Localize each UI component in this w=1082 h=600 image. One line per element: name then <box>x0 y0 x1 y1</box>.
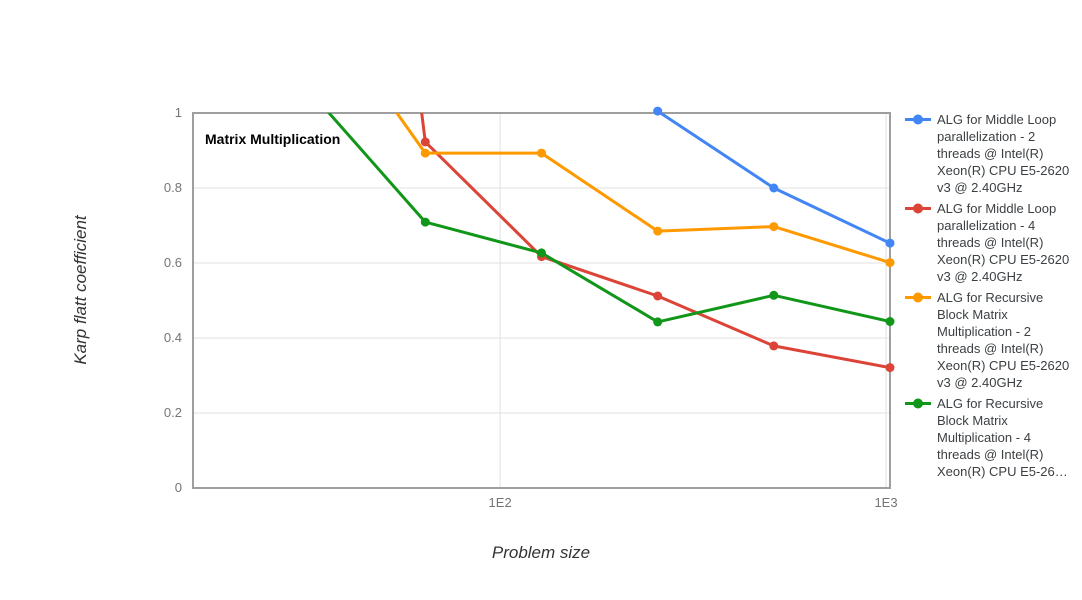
data-point[interactable] <box>653 226 663 236</box>
data-point[interactable] <box>885 238 895 248</box>
data-point[interactable] <box>420 217 430 227</box>
data-point[interactable] <box>653 291 663 301</box>
data-point[interactable] <box>769 222 779 232</box>
data-point[interactable] <box>885 363 895 373</box>
x-tick-label: 1E3 <box>874 495 898 510</box>
y-tick-label: 0.4 <box>163 330 182 345</box>
chart-title: Matrix Multiplication <box>205 131 341 147</box>
legend-label-line: Xeon(R) CPU E5-2620 <box>937 163 1070 178</box>
legend-label-line: ALG for Middle Loop <box>937 201 1057 216</box>
y-tick-label: 1 <box>174 105 182 120</box>
series-line-3[interactable] <box>309 91 890 324</box>
legend-label-line: v3 @ 2.40GHz <box>937 269 1023 284</box>
legend-label: ALG for Middle Loop parallelization - 2 th… <box>937 111 1069 196</box>
series-line-1[interactable] <box>309 0 890 370</box>
legend-label-line: Block Matrix <box>937 413 1008 428</box>
plot-frame <box>192 112 891 489</box>
legend-label-line: threads @ Intel(R) <box>937 447 1044 462</box>
legend-label-line: threads @ Intel(R) <box>937 235 1044 250</box>
legend-entry[interactable]: ALG for Recursive Block Matrix Multiplicat… <box>904 395 1080 480</box>
data-point[interactable] <box>769 183 779 193</box>
legend-label-line: v3 @ 2.40GHz <box>937 375 1023 390</box>
data-point[interactable] <box>769 341 779 351</box>
legend-label-line: ALG for Middle Loop <box>937 112 1057 127</box>
y-tick-label: 0.8 <box>163 180 182 195</box>
legend-label-line: Multiplication - 4 <box>937 430 1031 445</box>
legend-label: ALG for Middle Loop parallelization - 4 th… <box>937 200 1069 285</box>
series-line-2[interactable] <box>309 0 890 265</box>
data-point[interactable] <box>537 148 546 158</box>
legend-line-dot-icon <box>905 203 931 214</box>
y-tick-label: 0.2 <box>163 405 182 420</box>
legend-label-line: v3 @ 2.40GHz <box>937 180 1023 195</box>
legend-entry[interactable]: ALG for Middle Loop parallelization - 4 th… <box>904 200 1080 285</box>
y-axis-title: Karp flatt coefficient <box>71 215 90 365</box>
x-axis-title: Problem size <box>491 543 591 562</box>
data-point[interactable] <box>420 148 430 158</box>
legend-label-line: threads @ Intel(R) <box>937 146 1044 161</box>
data-point[interactable] <box>653 317 663 327</box>
legend-entry[interactable]: ALG for Recursive Block Matrix Multiplicat… <box>904 289 1080 391</box>
legend-label-line: Multiplication - 2 <box>937 324 1031 339</box>
y-tick-label: 0.6 <box>163 255 182 270</box>
legend-entry[interactable]: ALG for Middle Loop parallelization - 2 th… <box>904 111 1080 196</box>
y-tick-label: 0 <box>174 480 182 495</box>
legend-label-line: Block Matrix <box>937 307 1008 322</box>
legend-line-dot-icon <box>905 292 931 303</box>
legend-label-line: parallelization - 2 <box>937 129 1036 144</box>
data-point[interactable] <box>885 317 895 326</box>
data-point[interactable] <box>885 258 895 268</box>
legend-label-line: Xeon(R) CPU E5-26… <box>937 464 1068 479</box>
legend-label-line: Xeon(R) CPU E5-2620 <box>937 358 1070 373</box>
data-point[interactable] <box>769 290 779 300</box>
legend-label-line: ALG for Recursive <box>937 396 1044 411</box>
data-point[interactable] <box>420 137 430 147</box>
legend-label-line: threads @ Intel(R) <box>937 341 1044 356</box>
legend-label-line: parallelization - 4 <box>937 218 1036 233</box>
legend: ALG for Middle Loop parallelization - 2 th… <box>904 111 1080 484</box>
data-point[interactable] <box>537 248 546 258</box>
legend-label: ALG for Recursive Block Matrix Multiplicat… <box>937 395 1068 480</box>
legend-line-dot-icon <box>905 114 931 125</box>
legend-label-line: Xeon(R) CPU E5-2620 <box>937 252 1070 267</box>
legend-line-dot-icon <box>905 398 931 409</box>
x-tick-label: 1E2 <box>488 495 512 510</box>
legend-label-line: ALG for Recursive <box>937 290 1044 305</box>
legend-label: ALG for Recursive Block Matrix Multiplicat… <box>937 289 1069 391</box>
data-point[interactable] <box>653 106 663 116</box>
